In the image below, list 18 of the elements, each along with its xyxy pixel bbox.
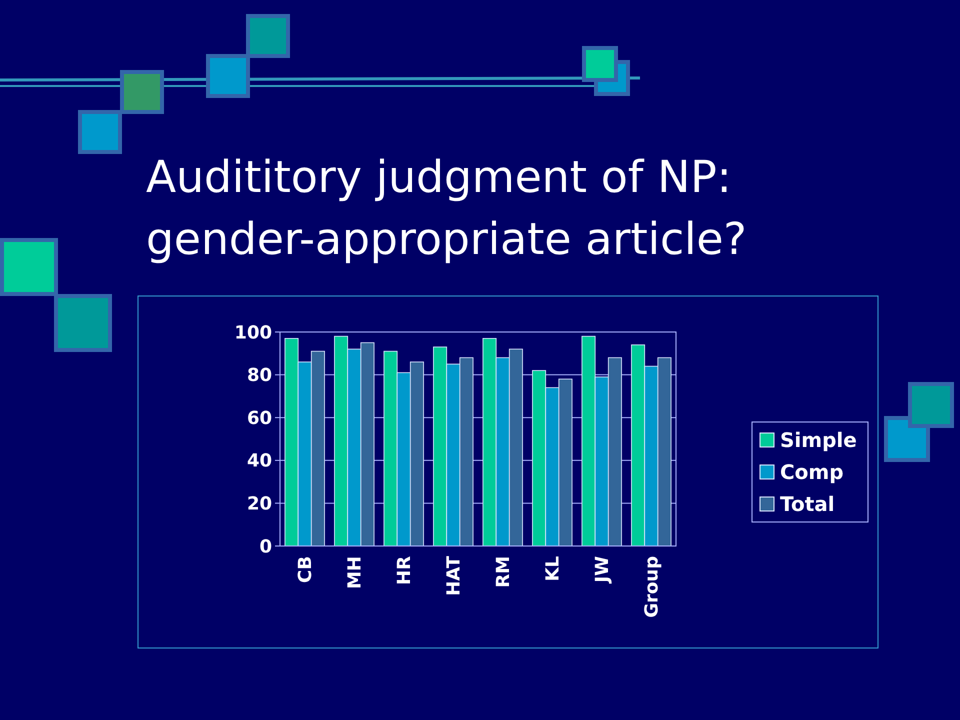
y-tick-label: 40 bbox=[246, 450, 272, 472]
chart-title: Audititory judgment of NP: gender-appropriate article? bbox=[146, 152, 747, 265]
x-tick-label: Group bbox=[642, 556, 663, 618]
x-tick-label: HR bbox=[394, 556, 416, 585]
x-tick-label: CB bbox=[295, 556, 316, 583]
y-tick-label: 60 bbox=[246, 408, 272, 429]
y-tick-label: 0 bbox=[259, 536, 272, 558]
x-tick-label: JW bbox=[592, 556, 614, 585]
x-tick-label: HAT bbox=[444, 555, 465, 596]
y-tick-label: 100 bbox=[234, 322, 272, 344]
legend-label: Comp bbox=[780, 460, 844, 484]
x-tick-label: RM bbox=[493, 556, 514, 588]
y-tick-label: 20 bbox=[246, 494, 272, 514]
y-tick-label: 80 bbox=[246, 365, 272, 386]
legend-label: Simple bbox=[780, 428, 857, 452]
x-tick-label: MH bbox=[344, 556, 366, 589]
legend-label: Total bbox=[780, 492, 835, 516]
x-tick-label: KL bbox=[542, 556, 564, 582]
